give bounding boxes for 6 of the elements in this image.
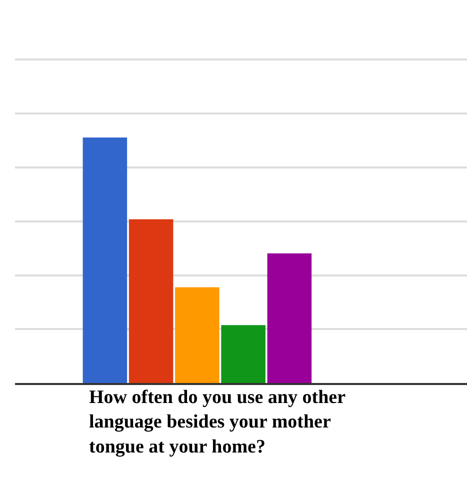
bar	[128, 219, 174, 383]
bar	[221, 325, 266, 383]
bar	[175, 287, 220, 383]
bar	[82, 138, 128, 383]
bar	[267, 253, 312, 383]
x-axis-title: How often do you use any other language besides your mother tongue at your home?	[89, 387, 346, 458]
